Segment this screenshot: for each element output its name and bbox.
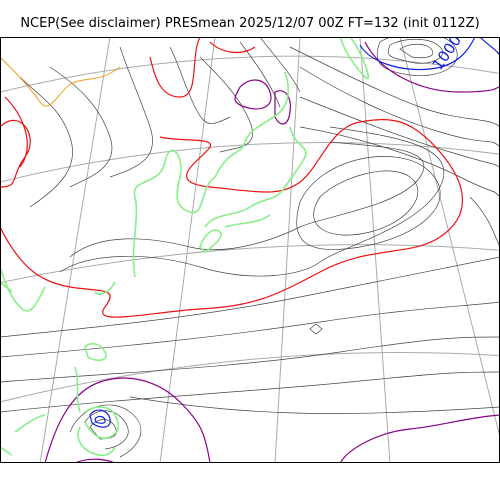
isobar xyxy=(313,170,419,236)
isobar-blue xyxy=(479,37,500,58)
isobar-blue xyxy=(359,37,476,71)
isobar xyxy=(69,404,142,458)
isobars-black xyxy=(0,37,500,458)
isobar xyxy=(309,323,323,335)
isobar xyxy=(469,196,500,248)
isobar-red xyxy=(149,37,201,98)
isobar xyxy=(199,56,253,153)
parallel-line xyxy=(0,141,500,183)
coastline xyxy=(339,37,370,80)
meridian-line xyxy=(39,37,111,463)
isobar xyxy=(129,396,500,414)
isobar xyxy=(296,156,441,250)
graticule xyxy=(0,37,500,463)
meridian-line xyxy=(399,37,500,438)
isobar xyxy=(19,76,73,208)
coastline xyxy=(77,426,116,457)
coastline xyxy=(199,229,222,254)
isobar xyxy=(59,126,445,277)
isobar-red xyxy=(4,96,28,168)
isobar xyxy=(0,256,500,338)
isobar-purple xyxy=(339,414,500,463)
isobar xyxy=(259,37,301,93)
coastline xyxy=(224,214,271,228)
parallel-line xyxy=(0,55,500,93)
coastline xyxy=(0,281,13,293)
isobar xyxy=(299,126,500,198)
map-canvas: 1000 xyxy=(0,37,500,463)
coastline xyxy=(214,71,290,178)
isobar xyxy=(239,41,281,108)
coastline xyxy=(132,149,216,278)
coastline xyxy=(74,366,81,413)
isobar xyxy=(84,410,129,450)
coastline xyxy=(204,126,307,228)
parallel-line xyxy=(0,352,500,403)
coastline xyxy=(14,414,46,433)
meridian-line xyxy=(274,37,301,463)
map-title: NCEP(See disclaimer) PRESmean 2025/12/07… xyxy=(20,16,480,31)
coastline xyxy=(84,342,107,362)
isobar xyxy=(109,46,153,178)
isobar-purple xyxy=(364,41,500,93)
meridian-line xyxy=(159,37,216,463)
isobar xyxy=(289,46,500,128)
coastlines xyxy=(0,37,370,457)
isobar xyxy=(0,336,500,383)
isobar-blue xyxy=(94,415,106,424)
coastline xyxy=(84,406,120,440)
isobar xyxy=(169,46,231,124)
isobars-red xyxy=(0,37,463,318)
isobar xyxy=(69,141,425,258)
isobars-blue xyxy=(89,37,500,428)
isobar xyxy=(299,96,500,168)
isobar-purple xyxy=(44,377,211,463)
isobar-purple xyxy=(234,79,272,110)
meridian-line xyxy=(359,37,391,463)
coastline xyxy=(94,281,116,295)
weather-map: 1000 xyxy=(0,37,500,463)
coastline xyxy=(0,446,13,456)
isobars-purple xyxy=(44,41,500,463)
isobar xyxy=(399,43,434,59)
coastline xyxy=(0,266,46,312)
isobar-blue xyxy=(89,409,111,428)
parallel-line xyxy=(0,244,500,284)
isobar-orange xyxy=(0,56,121,107)
isobar xyxy=(376,37,458,77)
isobars-orange xyxy=(0,56,121,107)
isobar xyxy=(0,301,500,358)
isobar xyxy=(387,38,443,64)
isobar xyxy=(299,66,500,148)
isobar xyxy=(0,371,500,413)
isobar-purple xyxy=(274,90,291,125)
isobar-red xyxy=(209,41,256,54)
isobar-red xyxy=(0,119,463,318)
isobar xyxy=(49,66,113,188)
